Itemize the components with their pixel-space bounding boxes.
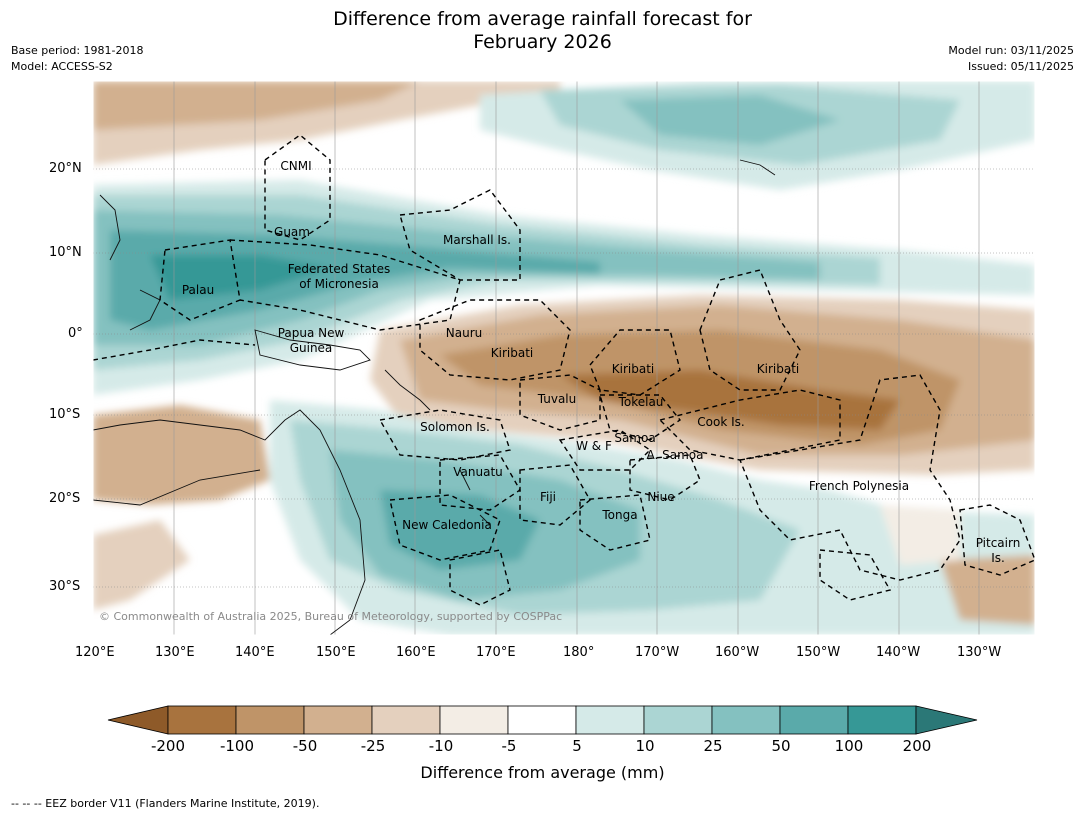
colorbar-label: 25: [703, 737, 723, 755]
copyright-notice: © Commonwealth of Australia 2025, Bureau…: [99, 610, 563, 623]
colorbar-label: -25: [360, 737, 386, 755]
label-samoa: Samoa: [614, 431, 656, 445]
label-palau: Palau: [181, 283, 215, 297]
label-new-caledonia: New Caledonia: [402, 518, 492, 532]
colorbar-segment: [711, 705, 781, 735]
model-name: Model: ACCESS-S2: [11, 60, 113, 73]
lon-tick-150w: 150°W: [796, 645, 841, 660]
colorbar-segment: [371, 705, 441, 735]
lat-tick-20s: 20°S: [49, 491, 81, 506]
map-title: Difference from average rainfall forecas…: [0, 8, 1085, 54]
colorbar-label: 100: [834, 737, 864, 755]
colorbar-segment: [167, 705, 237, 735]
colorbar-extend-high: [915, 705, 978, 735]
meridians: [173, 81, 980, 635]
colorbar-label: 5: [572, 737, 582, 755]
label-french-polynesia: French Polynesia: [808, 479, 910, 493]
label-fiji: Fiji: [539, 490, 557, 504]
title-line-1: Difference from average rainfall forecas…: [333, 8, 752, 30]
lon-tick-170w: 170°W: [635, 645, 680, 660]
lon-tick-160w: 160°W: [715, 645, 760, 660]
issued-date: Issued: 05/11/2025: [967, 60, 1074, 73]
label-tuvalu: Tuvalu: [537, 392, 577, 406]
label-fsm-1: Federated States: [287, 262, 391, 276]
label-cook: Cook Is.: [697, 415, 745, 429]
eez-borders: [93, 134, 1035, 606]
meta-right: Model run: 03/11/2025 Issued: 05/11/2025: [948, 43, 1074, 75]
lon-tick-120e: 120°E: [75, 645, 115, 660]
label-solomon: Solomon Is.: [420, 420, 490, 434]
colorbar-label: -5: [501, 737, 517, 755]
lon-tick-130w: 130°W: [957, 645, 1002, 660]
anomaly-field: [93, 81, 1035, 635]
coastlines: [93, 159, 776, 635]
colorbar-segment: [507, 705, 577, 735]
graticule: [93, 168, 1035, 588]
lon-tick-130e: 130°E: [155, 645, 195, 660]
colorbar-label: -200: [150, 737, 186, 755]
colorbar-label: 50: [771, 737, 791, 755]
label-tokelau: Tokelau: [618, 395, 664, 409]
label-a-samoa: A. Samoa: [646, 448, 704, 462]
colorbar-label: 200: [902, 737, 932, 755]
colorbar-segment: [847, 705, 917, 735]
label-niue: Niue: [647, 490, 675, 504]
label-wf: W & F: [576, 439, 612, 453]
colorbar-segment: [439, 705, 509, 735]
label-pitcairn-1: Pitcairn: [975, 536, 1021, 550]
label-vanuatu: Vanuatu: [453, 465, 503, 479]
label-kiribati-east: Kiribati: [756, 362, 800, 376]
map-frame: [92, 80, 1036, 636]
colorbar-title: Difference from average (mm): [420, 763, 665, 782]
label-kiribati-central: Kiribati: [611, 362, 655, 376]
colorbar-segment: [303, 705, 373, 735]
label-cnmi: CNMI: [280, 159, 312, 173]
lat-tick-10s: 10°S: [49, 407, 81, 422]
colorbar-label: -10: [428, 737, 454, 755]
label-tonga: Tonga: [602, 508, 638, 522]
colorbar-extend-low: [107, 705, 169, 735]
colorbar-label: -50: [292, 737, 318, 755]
meta-left: Base period: 1981-2018 Model: ACCESS-S2: [11, 43, 143, 75]
colorbar: [107, 705, 978, 735]
colorbar-segment: [235, 705, 305, 735]
label-kiribati-west: Kiribati: [490, 346, 534, 360]
lon-tick-160e: 160°E: [396, 645, 436, 660]
lon-tick-150e: 150°E: [316, 645, 356, 660]
colorbar-label: 10: [635, 737, 655, 755]
lon-tick-140e: 140°E: [235, 645, 275, 660]
colorbar-label: -100: [219, 737, 255, 755]
label-png-1: Papua New: [277, 326, 345, 340]
model-run: Model run: 03/11/2025: [948, 44, 1074, 57]
label-nauru: Nauru: [445, 326, 483, 340]
label-pitcairn-2: Is.: [991, 551, 1005, 565]
label-png-2: Guinea: [289, 341, 333, 355]
base-period: Base period: 1981-2018: [11, 44, 144, 57]
title-line-2: February 2026: [473, 31, 612, 53]
label-fsm-2: of Micronesia: [299, 277, 379, 291]
eez-footnote: -- -- -- EEZ border V11 (Flanders Marine…: [11, 797, 320, 810]
colorbar-segment: [643, 705, 713, 735]
colorbar-segment: [575, 705, 645, 735]
lon-tick-170e: 170°E: [476, 645, 516, 660]
label-marshall: Marshall Is.: [443, 233, 511, 247]
label-guam: Guam: [274, 225, 310, 239]
lat-tick-20n: 20°N: [49, 161, 82, 176]
lat-tick-30s: 30°S: [49, 579, 81, 594]
lon-tick-140w: 140°W: [876, 645, 921, 660]
colorbar-segment: [779, 705, 849, 735]
lon-tick-180: 180°: [563, 645, 595, 660]
lat-tick-10n: 10°N: [49, 245, 82, 260]
lat-tick-0: 0°: [68, 326, 83, 341]
